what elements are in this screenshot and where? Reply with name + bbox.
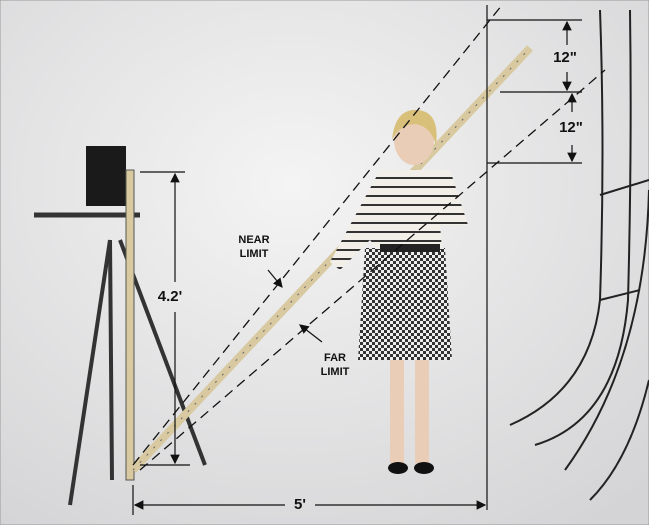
spacing-label: 12" [553,49,577,66]
spacing-label: 12" [559,119,583,136]
far-limit-label: LIMIT [321,366,350,378]
far-limit-label: FAR [324,352,346,364]
near-limit-label: LIMIT [240,248,269,260]
vertical-ruler [126,170,134,480]
annotated-photo: 12" 12" NEAR LIMIT FAR LIMIT 4.2' 5' [0,0,649,525]
height-label: 4.2' [158,288,182,305]
camera [86,146,126,206]
distance-label: 5' [294,496,306,513]
near-limit-label: NEAR [238,234,269,246]
